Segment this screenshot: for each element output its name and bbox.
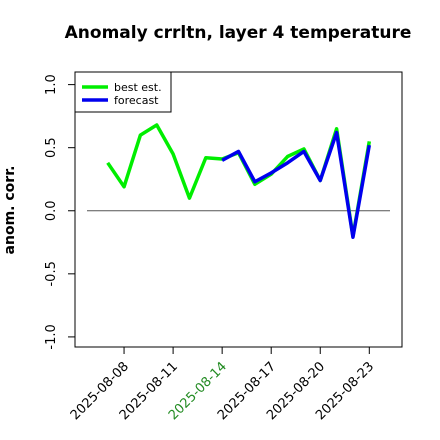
series-line bbox=[221, 130, 372, 240]
y-tick-label: -1.0 bbox=[44, 324, 59, 349]
chart-title: Anomaly crrltn, layer 4 temperature bbox=[65, 23, 412, 43]
series-line bbox=[106, 123, 372, 238]
legend-label: forecast bbox=[114, 94, 159, 107]
y-tick-label: -0.5 bbox=[44, 261, 59, 286]
y-tick-label: 0.0 bbox=[44, 200, 59, 221]
y-tick-label: 1.0 bbox=[44, 74, 59, 95]
y-tick-label: 0.5 bbox=[44, 137, 59, 158]
plot-frame bbox=[74, 71, 403, 348]
y-axis-label: anom. corr. bbox=[2, 166, 18, 255]
legend-label: best est. bbox=[114, 81, 162, 94]
legend-box bbox=[74, 71, 172, 113]
